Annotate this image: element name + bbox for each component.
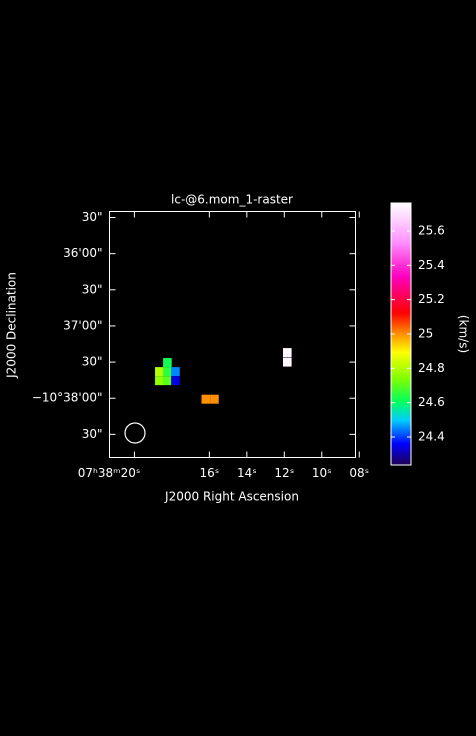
y-tick-label: 30" [82, 355, 103, 369]
pixel [283, 348, 292, 358]
y-tick-label: 36'00" [63, 246, 102, 260]
y-tick-label: 30" [82, 210, 103, 224]
x-tick-label: 16ˢ [199, 466, 219, 480]
x-axis-label: J2000 Right Ascension [164, 490, 299, 504]
pixel [163, 376, 172, 386]
pixel [163, 367, 172, 377]
x-tick-label: 08ˢ [349, 466, 369, 480]
y-axis-label: J2000 Declination [5, 272, 19, 379]
y-tick-label: −10°38'00" [32, 391, 103, 405]
x-tick-label: 07ʰ38ᵐ20ˢ [78, 466, 141, 480]
pixel [171, 376, 180, 386]
colorbar-tick-label: 25.4 [418, 258, 445, 272]
pixel [163, 358, 172, 368]
pixel [283, 357, 292, 367]
colorbar-tick-label: 24.6 [418, 395, 445, 409]
colorbar-tick-label: 24.8 [418, 361, 445, 375]
x-tick-label: 12ˢ [274, 466, 294, 480]
colorbar-label: (km/s) [457, 315, 471, 353]
chart-title: lc-@6.mom_1-raster [171, 193, 293, 207]
beam [124, 422, 146, 444]
x-tick-label: 14ˢ [237, 466, 257, 480]
pixel [155, 367, 164, 377]
y-tick-label: 30" [82, 427, 103, 441]
x-tick-label: 10ˢ [312, 466, 332, 480]
y-tick-label: 37'00" [63, 318, 102, 332]
y-tick-label: 30" [82, 282, 103, 296]
plot-frame [109, 211, 356, 458]
colorbar-tick-label: 24.4 [418, 430, 445, 444]
pixel [171, 367, 180, 377]
colorbar-tick-label: 25.6 [418, 223, 445, 237]
pixel [155, 376, 164, 386]
pixel [201, 394, 211, 404]
colorbar-tick-label: 25.2 [418, 292, 445, 306]
pixel [210, 394, 219, 404]
colorbar-tick-label: 25 [418, 327, 433, 341]
